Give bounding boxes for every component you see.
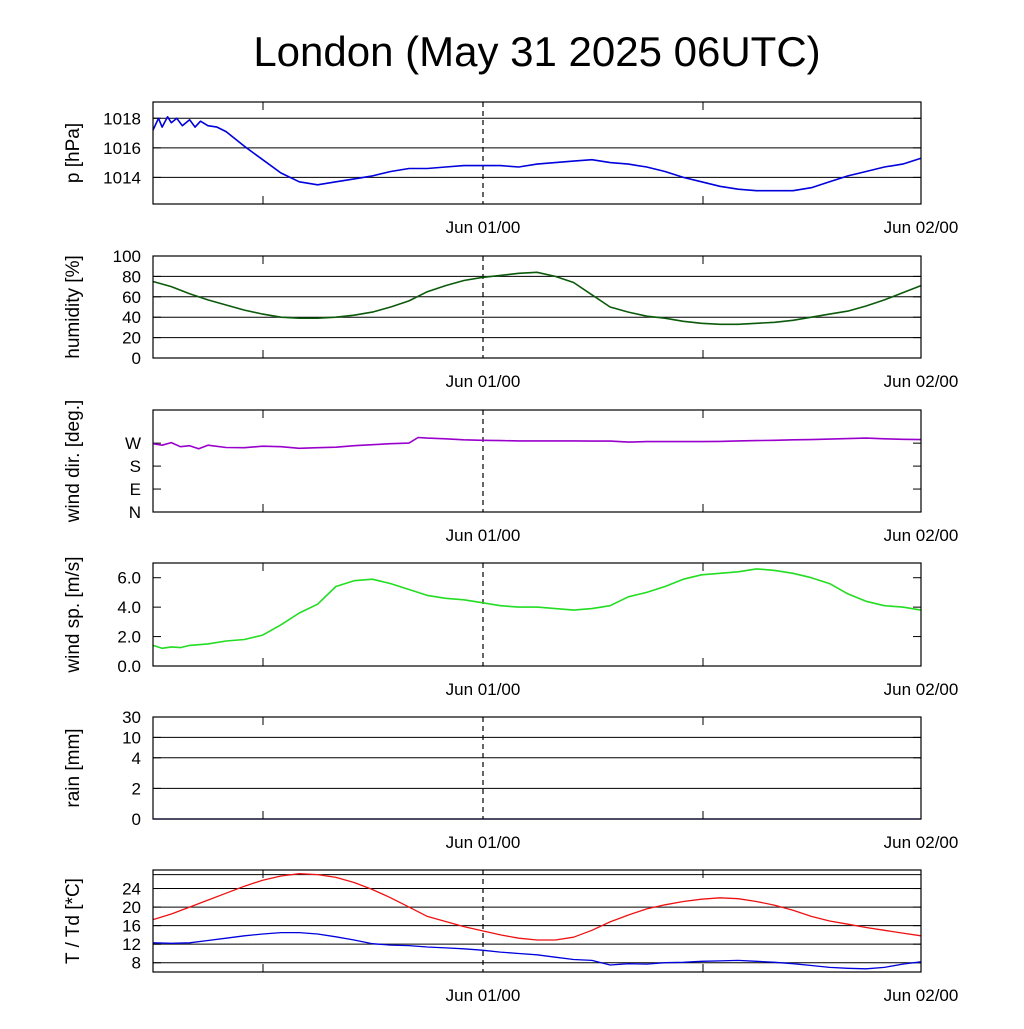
y-tick-label-0: 8 bbox=[132, 954, 141, 973]
x-tick-label-1: Jun 02/00 bbox=[884, 372, 959, 391]
y-axis-label: humidity [%] bbox=[63, 255, 84, 358]
y-tick-label-2: 1018 bbox=[103, 109, 141, 128]
x-tick-label-0: Jun 01/00 bbox=[446, 833, 521, 852]
y-tick-label-0: 0 bbox=[132, 810, 141, 829]
y-tick-label-0: N bbox=[129, 503, 141, 522]
plot-frame bbox=[152, 409, 922, 513]
y-tick-label-3: 60 bbox=[122, 288, 141, 307]
y-tick-label-2: 4.0 bbox=[117, 598, 141, 617]
x-tick-label-0: Jun 01/00 bbox=[446, 372, 521, 391]
series-line-1 bbox=[152, 931, 922, 970]
y-tick-label-3: 6.0 bbox=[117, 569, 141, 588]
y-tick-label-1: 2 bbox=[132, 779, 141, 798]
y-axis-label: wind sp. [m/s] bbox=[63, 556, 84, 673]
y-axis-label: rain [mm] bbox=[63, 728, 84, 807]
x-tick-label-0: Jun 01/00 bbox=[446, 218, 521, 237]
plot-frame bbox=[152, 101, 922, 205]
x-tick-label-0: Jun 01/00 bbox=[446, 986, 521, 1005]
plot-frame bbox=[152, 716, 922, 820]
plot-frame bbox=[152, 255, 922, 359]
series-line-0 bbox=[152, 568, 922, 650]
y-tick-label-3: W bbox=[125, 434, 141, 453]
y-tick-label-5: 100 bbox=[113, 247, 141, 266]
y-tick-label-1: 1016 bbox=[103, 139, 141, 158]
y-tick-label-1: 2.0 bbox=[117, 628, 141, 647]
y-tick-label-4: 80 bbox=[122, 267, 141, 286]
x-tick-label-1: Jun 02/00 bbox=[884, 680, 959, 699]
series-line-0 bbox=[152, 873, 922, 941]
y-tick-label-0: 1014 bbox=[103, 168, 141, 187]
x-tick-label-0: Jun 01/00 bbox=[446, 526, 521, 545]
y-tick-label-0: 0.0 bbox=[117, 657, 141, 676]
x-tick-label-1: Jun 02/00 bbox=[884, 526, 959, 545]
series-line-0 bbox=[152, 116, 922, 192]
y-axis-label: T / Td [*C] bbox=[63, 878, 84, 964]
x-tick-label-0: Jun 01/00 bbox=[446, 680, 521, 699]
x-tick-label-1: Jun 02/00 bbox=[884, 218, 959, 237]
y-tick-label-2: 16 bbox=[122, 917, 141, 936]
y-axis-label: wind dir. [deg.] bbox=[63, 400, 84, 524]
y-tick-label-3: 10 bbox=[122, 728, 141, 747]
y-tick-label-1: 12 bbox=[122, 935, 141, 954]
panel-3: 0.0 2.0 4.0 6.0 wind sp. [m/s] Jun 01/00 Jun 0… bbox=[63, 556, 958, 699]
x-tick-label-1: Jun 02/00 bbox=[884, 986, 959, 1005]
y-tick-label-3: 20 bbox=[122, 898, 141, 917]
y-tick-label-2: 4 bbox=[132, 749, 141, 768]
y-tick-label-1: 20 bbox=[122, 329, 141, 348]
plot-frame bbox=[152, 562, 922, 667]
chart-title: London (May 31 2025 06UTC) bbox=[253, 28, 820, 75]
x-tick-label-1: Jun 02/00 bbox=[884, 833, 959, 852]
y-axis-label: p [hPa] bbox=[63, 123, 84, 183]
panel-0: 1014 1016 1018 p [hPa] Jun 01/00 Jun 02/00 bbox=[63, 101, 959, 237]
series-line-0 bbox=[152, 271, 922, 326]
y-tick-label-4: 30 bbox=[122, 708, 141, 727]
y-tick-label-2: 40 bbox=[122, 308, 141, 327]
y-tick-label-0: 0 bbox=[132, 349, 141, 368]
y-tick-label-4: 24 bbox=[122, 880, 141, 899]
y-tick-label-1: E bbox=[130, 480, 141, 499]
series-line-0 bbox=[152, 436, 922, 450]
y-tick-label-2: S bbox=[130, 457, 141, 476]
plot-frame bbox=[152, 869, 922, 973]
